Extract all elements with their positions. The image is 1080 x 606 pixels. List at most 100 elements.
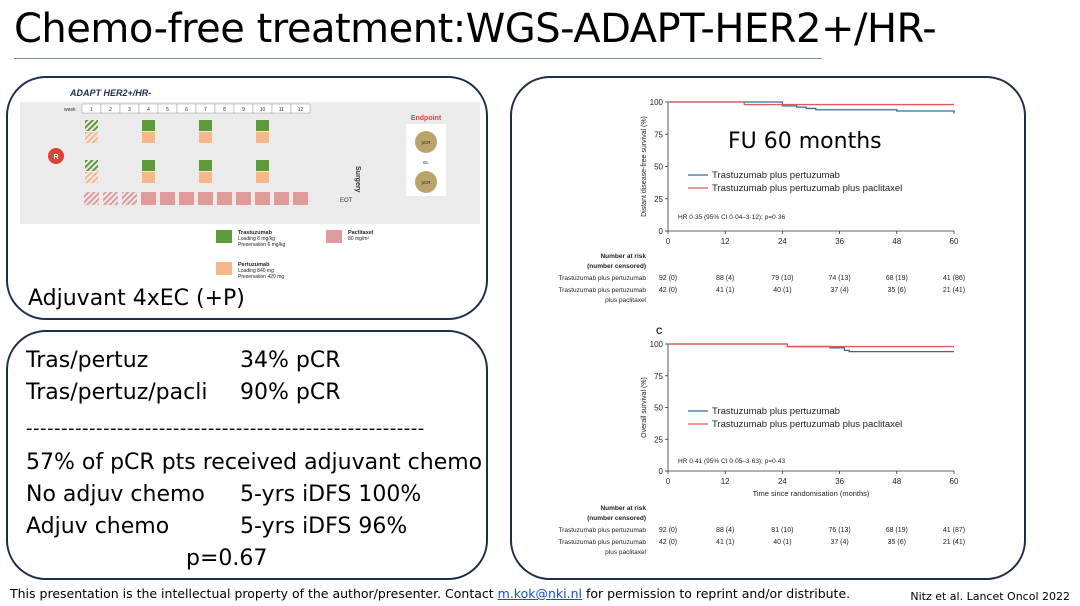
paclitaxel-dose <box>179 192 194 205</box>
week-label: week <box>64 107 76 113</box>
footer-suffix: for permission to reprint and/or distrib… <box>581 586 851 601</box>
paclitaxel-dose <box>293 192 308 205</box>
result-pvalue: p=0.67 <box>186 546 268 571</box>
pertuzumab-dose <box>256 172 269 183</box>
x-tick-label: 12 <box>721 237 730 246</box>
risk-value: 40 (1) <box>773 287 791 294</box>
pertuzumab-dose <box>199 132 212 143</box>
legend-text-pertuzumab: Loading 840 mg <box>238 268 274 274</box>
pcr-label-2: pCR <box>421 180 431 185</box>
contact-email-link[interactable]: m.kok@nki.nl <box>497 586 582 601</box>
risk-table-header: Number at risk <box>600 253 646 260</box>
legend-label-series-1: Trastuzumab plus pertuzumab <box>712 406 840 417</box>
km-curve-series-1 <box>668 101 955 114</box>
legend-text-trastuzumab: Trastuzumab <box>238 230 273 236</box>
pcr-label-1: pCR <box>421 140 431 145</box>
risk-value: 35 (6) <box>888 539 906 546</box>
legend-text-paclitaxel: 80 mg/m² <box>348 236 369 242</box>
km-curve-series-2 <box>668 101 954 106</box>
vs-label: vs. <box>423 160 429 166</box>
legend-text-pertuzumab: Pertuzumab <box>238 262 270 268</box>
week-cell <box>290 103 311 114</box>
survival-curves-panel: 0 25 50 75 100 0 12 24 36 48 60 Distant disease-fre… <box>510 76 1026 580</box>
result-row2-value: 90% pCR <box>240 380 341 405</box>
risk-row-label: Trastuzumab plus pertuzumab <box>558 287 646 294</box>
survival-curves-svg: 0 25 50 75 100 0 12 24 36 48 60 Distant disease-fre… <box>558 98 965 556</box>
trastuzumab-dose <box>256 120 269 131</box>
risk-value: 92 (0) <box>659 275 677 282</box>
week-number: 7 <box>204 107 207 113</box>
pcr-icon-1 <box>415 131 437 153</box>
result-row4-value: 5-yrs iDFS 100% <box>240 482 422 507</box>
adjuvant-text: Adjuvant 4xEC (+P) <box>28 286 245 311</box>
y-axis-label: Overall survival (%) <box>641 377 648 438</box>
risk-value: 21 (41) <box>943 287 965 294</box>
paclitaxel-dose <box>84 192 99 205</box>
legend-swatch-pertuzumab <box>216 262 232 275</box>
risk-value: 74 (13) <box>829 275 851 282</box>
surgery-block <box>338 148 364 208</box>
paclitaxel-dose <box>103 192 118 205</box>
risk-table-header: (number censored) <box>587 515 646 522</box>
risk-value: 41 (87) <box>943 527 965 534</box>
km-curve-series-1 <box>668 343 954 353</box>
y-tick-label: 100 <box>650 340 664 349</box>
km-curve-series-2 <box>668 343 954 348</box>
eot-label: EOT <box>340 198 353 204</box>
risk-value: 92 (0) <box>659 527 677 534</box>
y-tick-label: 50 <box>654 404 663 413</box>
paclitaxel-dose <box>217 192 232 205</box>
result-line3: 57% of pCR pts received adjuvant chemo <box>26 450 483 475</box>
randomisation-icon <box>48 148 64 164</box>
risk-table-header: Number at risk <box>600 505 646 512</box>
schema-heading: ADAPT HER2+/HR- <box>69 88 151 98</box>
hazard-ratio-text: HR 0·35 (95% CI 0·04–3·12); p=0·36 <box>678 214 786 221</box>
result-row1-value: 34% pCR <box>240 348 341 373</box>
x-tick-label: 36 <box>835 477 844 486</box>
paclitaxel-dose <box>198 192 213 205</box>
risk-value: 88 (4) <box>716 527 734 534</box>
week-number: 11 <box>279 107 284 113</box>
x-tick-label: 12 <box>721 477 730 486</box>
result-divider: ----------------------------------------… <box>26 418 425 439</box>
week-number: 2 <box>109 107 112 113</box>
y-tick-label: 75 <box>654 372 663 381</box>
y-tick-label: 0 <box>659 467 664 476</box>
x-tick-label: 24 <box>778 477 787 486</box>
result-row1-label: Tras/pertuz <box>26 348 149 373</box>
week-number: 5 <box>166 107 169 113</box>
legend-text-paclitaxel: Paclitaxel <box>348 230 374 236</box>
x-tick-label: 60 <box>950 237 959 246</box>
risk-value: 68 (19) <box>886 527 908 534</box>
hazard-ratio-text: HR 0·41 (95% CI 0·05–3·63); p=0·43 <box>678 458 786 465</box>
risk-value: 35 (6) <box>888 287 906 294</box>
legend-label-series-1: Trastuzumab plus pertuzumab <box>712 170 840 181</box>
slide-title: Chemo-free treatment:WGS-ADAPT-HER2+/HR- <box>14 6 937 52</box>
risk-value: 42 (0) <box>659 287 677 294</box>
week-number: 1 <box>90 107 93 113</box>
legend-label-series-2: Trastuzumab plus pertuzumab plus paclita… <box>712 183 902 194</box>
trastuzumab-dose <box>199 160 212 171</box>
x-tick-label: 36 <box>835 237 844 246</box>
surgery-label: Surgery <box>354 166 361 193</box>
paclitaxel-dose <box>255 192 270 205</box>
results-panel: Tras/pertuz 34% pCR Tras/pertuz/pacli 90… <box>6 330 488 580</box>
week-number: 8 <box>223 107 226 113</box>
risk-value: 37 (4) <box>830 287 848 294</box>
pertuzumab-dose <box>256 132 269 143</box>
paclitaxel-dose <box>274 192 289 205</box>
legend-swatch-paclitaxel <box>326 230 342 243</box>
risk-row-label: Trastuzumab plus pertuzumab <box>558 527 646 534</box>
legend-label-series-2: Trastuzumab plus pertuzumab plus paclita… <box>712 419 902 430</box>
risk-value: 40 (1) <box>773 539 791 546</box>
result-row4-label: No adjuv chemo <box>26 482 205 507</box>
risk-value: 81 (10) <box>771 527 793 534</box>
risk-value: 42 (0) <box>659 539 677 546</box>
legend-text-pertuzumab: Preservation 420 mg <box>238 274 284 280</box>
result-row2-label: Tras/pertuz/pacli <box>26 380 208 405</box>
risk-value: 88 (4) <box>716 275 734 282</box>
y-tick-label: 50 <box>654 163 663 172</box>
week-number: 10 <box>260 107 266 113</box>
risk-value: 37 (4) <box>830 539 848 546</box>
x-tick-label: 0 <box>666 237 671 246</box>
